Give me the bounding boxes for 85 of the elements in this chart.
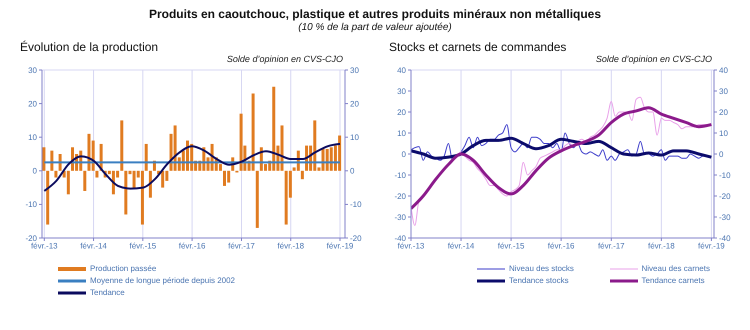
x-tick-label: févr.-18 (648, 242, 676, 251)
y2-tick-label: 10 (719, 128, 728, 138)
bar (95, 170, 98, 178)
y2-tick-label: 10 (350, 133, 360, 142)
line-series (43, 142, 342, 192)
bar (66, 170, 70, 194)
y-tick-label: 30 (28, 66, 38, 75)
y2-tick-label: 20 (719, 108, 728, 117)
y-tick-label: 0 (402, 150, 407, 159)
y-tick-label: 10 (397, 128, 407, 138)
bar (227, 170, 230, 183)
y-tick-label: -10 (394, 170, 407, 180)
legend-label: Production passée (90, 264, 156, 273)
bar (280, 125, 284, 171)
bar (140, 170, 144, 225)
y-tick-label: -20 (25, 234, 38, 243)
y-tick-label: 20 (397, 108, 407, 117)
chart-title: Évolution de la production (20, 40, 160, 54)
legend-label: Moyenne de longue période depuis 2002 (90, 276, 236, 285)
x-tick-label: févr.-15 (498, 242, 525, 251)
bar (132, 170, 136, 188)
y2-tick-label: -10 (719, 170, 732, 180)
bar (272, 86, 276, 171)
x-tick-label: févr.-16 (548, 242, 576, 251)
x-tick-label: févr.-18 (277, 242, 305, 251)
chart-title: Stocks et carnets de commandes (389, 40, 568, 54)
legend-label: Tendance carnets (642, 276, 705, 285)
y-tick-label: 30 (397, 86, 407, 96)
x-tick-label: févr.-17 (598, 242, 626, 251)
y2-tick-label: 30 (719, 86, 728, 96)
chart-subtitle: Solde d’opinion en CVS-CJO (594, 54, 712, 64)
bar (42, 147, 46, 171)
y2-tick-label: 40 (719, 66, 728, 75)
bar (83, 170, 86, 191)
y2-tick-label: -10 (350, 200, 362, 210)
legend-label: Tendance stocks (509, 276, 569, 285)
bar (300, 170, 304, 180)
y-tick-label: -40 (394, 234, 407, 243)
y-tick-label: 40 (397, 66, 407, 75)
y-tick-label: -30 (394, 212, 407, 222)
x-tick-label: févr.-13 (398, 242, 425, 251)
x-tick-label: févr.-14 (448, 242, 475, 251)
x-tick-label: févr.-15 (129, 242, 157, 251)
x-tick-label: févr.-13 (30, 242, 58, 251)
bar (124, 170, 128, 214)
y2-tick-label: -20 (350, 234, 362, 243)
bar (144, 144, 148, 171)
y2-tick-label: 30 (350, 66, 360, 75)
y-tick-label: -10 (25, 200, 38, 210)
legend-label: Niveau des stocks (509, 264, 574, 273)
y2-tick-label: 0 (719, 150, 724, 159)
bar (120, 120, 124, 171)
bar (46, 170, 50, 225)
bar (50, 150, 54, 171)
x-tick-label: févr.-16 (178, 242, 206, 251)
y2-tick-label: 0 (350, 166, 355, 176)
y2-tick-label: -20 (719, 192, 732, 201)
x-tick-label: févr.-19 (698, 242, 726, 251)
text: (10 % de la part de valeur ajoutée) (297, 21, 453, 34)
bar (54, 170, 58, 178)
bar (256, 170, 259, 228)
y-tick-label: -20 (394, 192, 407, 201)
y-tick-label: 0 (32, 166, 38, 176)
bar (222, 170, 226, 186)
y2-tick-label: 20 (350, 99, 360, 108)
bar (252, 94, 255, 171)
bar (161, 170, 164, 188)
text: Produits en caoutchouc, plastique et autres produits minéraux non métalliques (148, 7, 602, 21)
line-series (411, 136, 713, 160)
legend-label: Tendance (90, 288, 125, 297)
legend-label: Niveau des carnets (642, 264, 710, 273)
bar (330, 147, 333, 171)
bar (240, 114, 243, 171)
y-tick-label: 20 (28, 99, 38, 108)
line-series (411, 106, 713, 210)
bar (338, 136, 342, 171)
y2-tick-label: -40 (719, 234, 732, 243)
y2-tick-label: -30 (719, 212, 732, 222)
y-tick-label: 10 (28, 133, 38, 142)
chart-subtitle: Solde d’opinion en CVS-CJO (226, 54, 343, 64)
x-tick-label: févr.-17 (228, 242, 256, 251)
bar (313, 120, 316, 171)
bar (284, 170, 288, 225)
x-tick-label: févr.-19 (326, 242, 354, 251)
x-tick-label: févr.-14 (80, 242, 108, 251)
